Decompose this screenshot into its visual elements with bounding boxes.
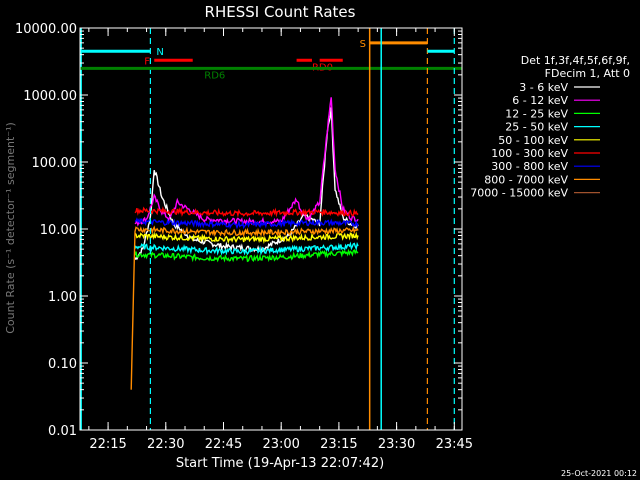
marker-label-n: N bbox=[156, 47, 163, 58]
x-tick-label-2: 22:45 bbox=[205, 437, 242, 452]
legend-entry-label-4: 50 - 100 keV bbox=[498, 134, 568, 147]
series-line-7 bbox=[130, 225, 359, 390]
x-tick-label-6: 23:45 bbox=[436, 437, 473, 452]
x-tick-label-3: 23:00 bbox=[262, 437, 299, 452]
legend-entry-label-0: 3 - 6 keV bbox=[519, 81, 568, 94]
legend: Det 1f,3f,4f,5f,6f,9f,FDecim 1, Att 03 -… bbox=[470, 54, 630, 200]
y-tick-label-2: 100.00 bbox=[32, 156, 78, 171]
legend-header-1: FDecim 1, Att 0 bbox=[545, 67, 630, 80]
y-axis-label: Count Rate (s⁻¹ detector⁻¹ segment⁻¹) bbox=[4, 122, 17, 334]
series-line-5 bbox=[134, 206, 359, 218]
y-tick-label-6: 0.01 bbox=[48, 424, 77, 439]
series-line-3 bbox=[134, 241, 359, 256]
y-tick-label-5: 0.10 bbox=[48, 357, 77, 372]
axis-layer: 10000.00 1000.00 100.00 10.00 1.00 0.10 0.01 22… bbox=[15, 22, 473, 452]
legend-entry-label-3: 25 - 50 keV bbox=[505, 121, 568, 134]
legend-header-0: Det 1f,3f,4f,5f,6f,9f, bbox=[521, 54, 630, 67]
legend-entry-label-6: 300 - 800 keV bbox=[491, 160, 568, 173]
marker-label-s: S bbox=[360, 39, 366, 50]
series-line-1 bbox=[134, 97, 359, 227]
legend-entry-label-5: 100 - 300 keV bbox=[491, 147, 568, 160]
x-tick-label-0: 22:15 bbox=[89, 437, 126, 452]
y-tick-label-4: 1.00 bbox=[48, 290, 77, 305]
chart-title: RHESSI Count Rates bbox=[205, 3, 356, 21]
marker-label-f: F bbox=[144, 56, 150, 67]
y-tick-label-0: 10000.00 bbox=[15, 22, 77, 37]
series-line-0 bbox=[134, 107, 359, 261]
series-line-4 bbox=[134, 231, 359, 245]
legend-entry-label-1: 6 - 12 keV bbox=[512, 94, 568, 107]
y-tick-label-3: 10.00 bbox=[40, 223, 77, 238]
y-tick-label-1: 1000.00 bbox=[23, 89, 77, 104]
series-line-6 bbox=[134, 217, 359, 230]
x-tick-label-5: 23:30 bbox=[378, 437, 415, 452]
x-axis-label: Start Time (19-Apr-13 22:07:42) bbox=[176, 456, 384, 471]
legend-entry-label-2: 12 - 25 keV bbox=[505, 107, 568, 120]
x-tick-label-1: 22:30 bbox=[147, 437, 184, 452]
marker-label-rd6: RD6 bbox=[204, 70, 225, 81]
legend-entry-label-8: 7000 - 15000 keV bbox=[470, 187, 568, 200]
series-layer bbox=[130, 97, 359, 390]
footer-timestamp: 25-Oct-2021 00:12 bbox=[561, 469, 637, 478]
x-tick-label-4: 23:15 bbox=[320, 437, 357, 452]
legend-entry-label-7: 800 - 7000 keV bbox=[484, 173, 568, 186]
series-line-2 bbox=[134, 248, 359, 263]
